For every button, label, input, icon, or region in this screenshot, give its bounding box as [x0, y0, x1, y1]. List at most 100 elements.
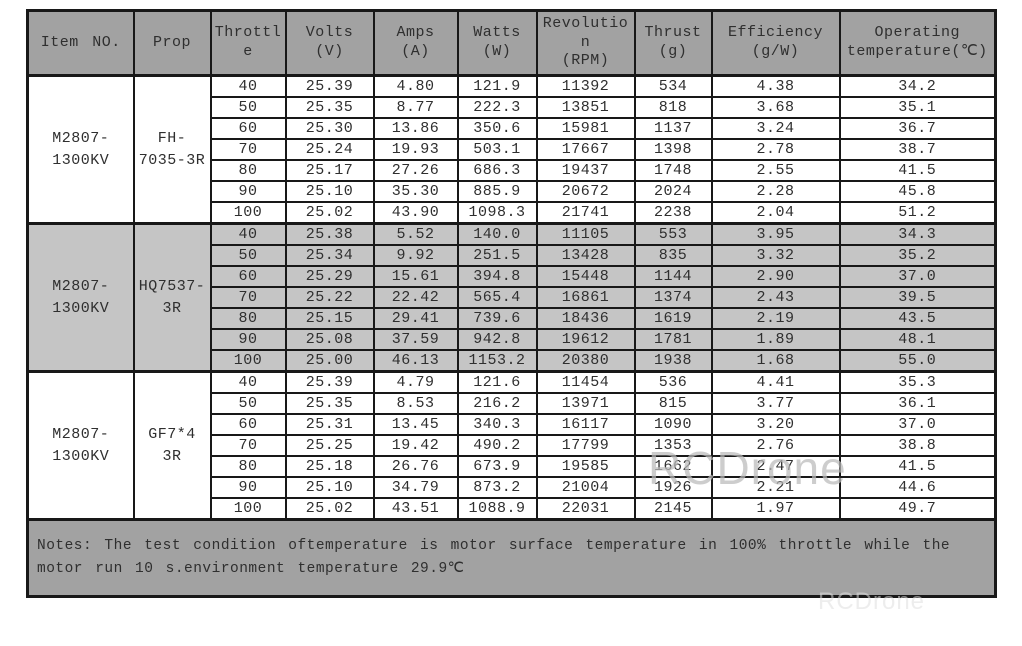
- efficiency-cell: 2.90: [710, 265, 841, 288]
- col-label: Throttle: [214, 24, 282, 60]
- throttle-cell: 70: [209, 434, 287, 457]
- volts-cell: 25.34: [284, 244, 375, 267]
- amps-cell: 35.30: [372, 180, 459, 203]
- col-header-prop: Prop: [132, 9, 212, 77]
- watts-cell: 121.9: [456, 74, 538, 98]
- throttle-cell: 60: [209, 265, 287, 288]
- table-footer: Notes: The test condition oftemperature …: [26, 518, 997, 598]
- throttle-cell: 50: [209, 392, 287, 415]
- volts-cell: 25.08: [284, 328, 375, 351]
- volts-cell: 25.30: [284, 117, 375, 140]
- volts-cell: 25.35: [284, 392, 375, 415]
- watts-cell: 350.6: [456, 117, 538, 140]
- efficiency-cell: 1.68: [710, 349, 841, 373]
- thrust-cell: 1926: [633, 476, 713, 499]
- throttle-cell: 40: [209, 74, 287, 98]
- prop-cell: FH- 7035-3R: [132, 74, 212, 225]
- volts-cell: 25.22: [284, 286, 375, 309]
- item-no-cell: M2807- 1300KV: [26, 74, 135, 225]
- rpm-cell: 17667: [535, 138, 636, 161]
- col-unit: (RPM): [561, 52, 610, 70]
- efficiency-cell: 3.32: [710, 244, 841, 267]
- amps-cell: 13.45: [372, 413, 459, 436]
- col-label: Prop: [152, 33, 191, 51]
- amps-cell: 27.26: [372, 159, 459, 182]
- item-no-cell: M2807- 1300KV: [26, 222, 135, 373]
- temperature-cell: 34.2: [838, 74, 997, 98]
- thrust-cell: 1353: [633, 434, 713, 457]
- rpm-cell: 13971: [535, 392, 636, 415]
- thrust-cell: 534: [633, 74, 713, 98]
- rpm-cell: 21741: [535, 201, 636, 225]
- efficiency-cell: 2.47: [710, 455, 841, 478]
- col-header-item-no: Item NO.: [26, 9, 135, 77]
- watts-cell: 686.3: [456, 159, 538, 182]
- volts-cell: 25.17: [284, 159, 375, 182]
- throttle-cell: 40: [209, 222, 287, 246]
- table-row: 80 25.15 29.41 739.6 18436 1619 2.19 43.5: [28, 307, 997, 330]
- throttle-cell: 90: [209, 328, 287, 351]
- watts-cell: 873.2: [456, 476, 538, 499]
- throttle-cell: 50: [209, 244, 287, 267]
- rpm-cell: 21004: [535, 476, 636, 499]
- table-row: 80 25.18 26.76 673.9 19585 1662 2.47 41.5: [28, 455, 997, 478]
- temperature-cell: 51.2: [838, 201, 997, 225]
- throttle-cell: 100: [209, 201, 287, 225]
- throttle-cell: 70: [209, 138, 287, 161]
- throttle-cell: 60: [209, 117, 287, 140]
- watts-cell: 885.9: [456, 180, 538, 203]
- throttle-cell: 80: [209, 159, 287, 182]
- rpm-cell: 17799: [535, 434, 636, 457]
- temperature-cell: 37.0: [838, 413, 997, 436]
- efficiency-cell: 3.20: [710, 413, 841, 436]
- volts-cell: 25.15: [284, 307, 375, 330]
- temperature-cell: 36.1: [838, 392, 997, 415]
- temperature-cell: 36.7: [838, 117, 997, 140]
- amps-cell: 34.79: [372, 476, 459, 499]
- prop-group-2: M2807- 1300KV HQ7537- 3R 40 25.38 5.52 140.0 1…: [26, 222, 997, 373]
- watts-cell: 222.3: [456, 96, 538, 119]
- watts-cell: 121.6: [456, 370, 538, 394]
- temperature-cell: 34.3: [838, 222, 997, 246]
- table-row: M2807- 1300KV GF7*4 3R 40 25.39 4.79 121.6 114…: [26, 370, 997, 521]
- amps-cell: 19.93: [372, 138, 459, 161]
- volts-cell: 25.39: [284, 370, 375, 394]
- rpm-cell: 22031: [535, 497, 636, 521]
- item-no-cell: M2807- 1300KV: [26, 370, 135, 521]
- throttle-cell: 50: [209, 96, 287, 119]
- throttle-cell: 60: [209, 413, 287, 436]
- throttle-cell: 90: [209, 476, 287, 499]
- volts-cell: 25.39: [284, 74, 375, 98]
- thrust-cell: 815: [633, 392, 713, 415]
- throttle-cell: 40: [209, 370, 287, 394]
- watts-cell: 140.0: [456, 222, 538, 246]
- temperature-cell: 44.6: [838, 476, 997, 499]
- table-row: 80 25.17 27.26 686.3 19437 1748 2.55 41.5: [28, 159, 997, 182]
- temperature-cell: 41.5: [838, 159, 997, 182]
- watts-cell: 565.4: [456, 286, 538, 309]
- watts-cell: 216.2: [456, 392, 538, 415]
- volts-cell: 25.25: [284, 434, 375, 457]
- temperature-cell: 39.5: [838, 286, 997, 309]
- table-row: 90 25.10 35.30 885.9 20672 2024 2.28 45.8: [28, 180, 997, 203]
- volts-cell: 25.00: [284, 349, 375, 373]
- temperature-cell: 35.2: [838, 244, 997, 267]
- col-header-amps: Amps (A): [372, 9, 459, 77]
- table-row: 50 25.35 8.77 222.3 13851 818 3.68 35.1: [28, 96, 997, 119]
- watts-cell: 739.6: [456, 307, 538, 330]
- amps-cell: 4.79: [372, 370, 459, 394]
- col-label: Revolution: [542, 14, 629, 51]
- amps-cell: 43.51: [372, 497, 459, 521]
- col-unit: (A): [401, 43, 430, 60]
- volts-cell: 25.38: [284, 222, 375, 246]
- temperature-cell: 55.0: [838, 349, 997, 373]
- col-header-thrust: Thrust (g): [633, 9, 713, 77]
- prop-group-3: M2807- 1300KV GF7*4 3R 40 25.39 4.79 121.6 114…: [26, 370, 997, 521]
- efficiency-cell: 2.78: [710, 138, 841, 161]
- amps-cell: 22.42: [372, 286, 459, 309]
- volts-cell: 25.29: [284, 265, 375, 288]
- thrust-cell: 2024: [633, 180, 713, 203]
- efficiency-cell: 2.43: [710, 286, 841, 309]
- rpm-cell: 20672: [535, 180, 636, 203]
- rpm-cell: 15981: [535, 117, 636, 140]
